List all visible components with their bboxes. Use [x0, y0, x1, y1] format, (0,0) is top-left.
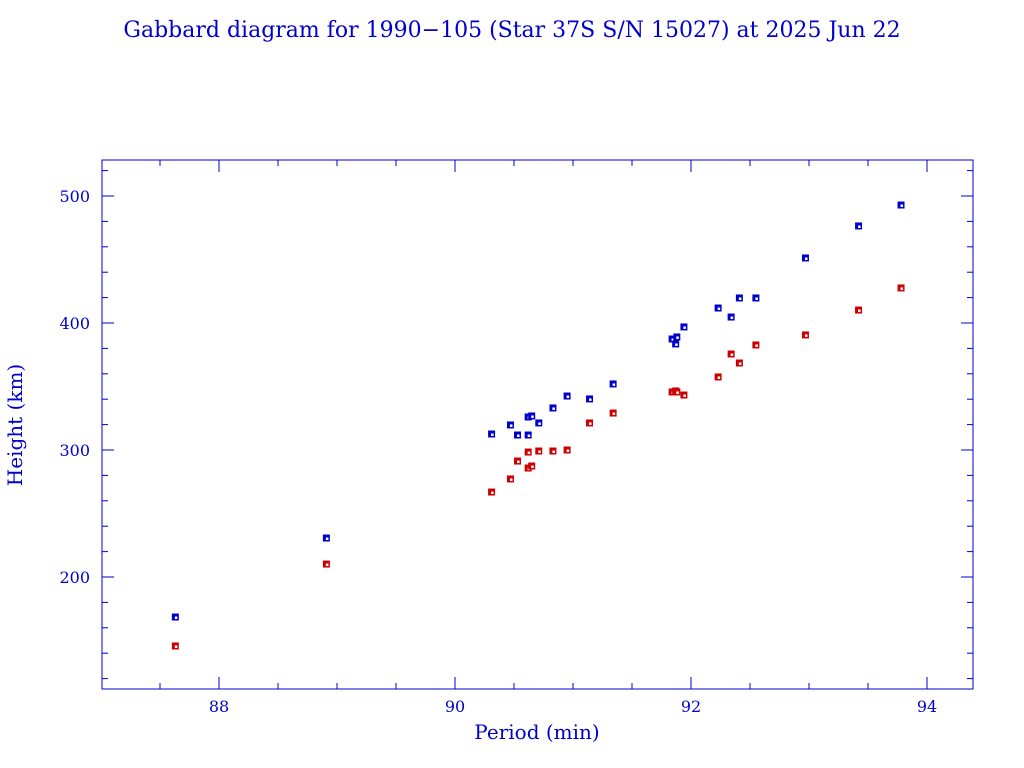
- apogee-point: [735, 294, 743, 302]
- x-tick-label: 90: [445, 697, 465, 716]
- perigee-point: [727, 350, 735, 358]
- perigee-point: [171, 642, 179, 650]
- apogee-point: [528, 412, 536, 420]
- apogee-point: [322, 534, 330, 542]
- x-tick-label: 92: [681, 697, 701, 716]
- apogee-point: [506, 421, 514, 429]
- apogee-point: [680, 323, 688, 331]
- perigee-point: [563, 446, 571, 454]
- apogee-point: [801, 254, 809, 262]
- perigee-point: [855, 306, 863, 314]
- apogee-point: [563, 392, 571, 400]
- perigee-point: [528, 462, 536, 470]
- apogee-point: [535, 419, 543, 427]
- perigee-point: [673, 388, 681, 396]
- chart-title: Gabbard diagram for 1990−105 (Star 37S S…: [123, 18, 900, 43]
- apogee-point: [668, 335, 676, 343]
- y-tick-label: 400: [59, 314, 90, 333]
- perigee-point: [735, 359, 743, 367]
- perigee-point: [897, 284, 905, 292]
- apogee-point: [673, 333, 681, 341]
- apogee-point: [549, 404, 557, 412]
- perigee-point: [514, 457, 522, 465]
- perigee-point: [801, 331, 809, 339]
- y-axis-label: Height (km): [3, 364, 27, 486]
- apogee-point: [714, 304, 722, 312]
- y-tick-label: 300: [59, 441, 90, 460]
- perigee-point: [609, 409, 617, 417]
- apogee-point: [855, 222, 863, 230]
- apogee-point: [488, 430, 496, 438]
- apogee-point: [672, 340, 680, 348]
- perigee-point: [535, 447, 543, 455]
- apogee-point: [524, 431, 532, 439]
- axis-ticks: [102, 160, 973, 689]
- apogee-point: [171, 613, 179, 621]
- perigee-point: [714, 373, 722, 381]
- perigee-point: [586, 419, 594, 427]
- perigee-point: [524, 448, 532, 456]
- perigee-point: [488, 488, 496, 496]
- apogee-point: [609, 380, 617, 388]
- perigee-point: [322, 560, 330, 568]
- apogee-point: [752, 294, 760, 302]
- y-tick-labels: 200 300 400 500: [59, 187, 90, 587]
- y-tick-label: 200: [59, 568, 90, 587]
- x-tick-label: 94: [917, 697, 937, 716]
- perigee-point: [506, 475, 514, 483]
- apogee-point: [897, 201, 905, 209]
- apogee-point: [586, 395, 594, 403]
- perigee-point: [752, 341, 760, 349]
- data-points: [171, 201, 905, 650]
- x-tick-labels: 88 90 92 94: [209, 697, 937, 716]
- y-tick-label: 500: [59, 187, 90, 206]
- perigee-point: [549, 447, 557, 455]
- x-axis-label: Period (min): [474, 720, 599, 744]
- x-tick-label: 88: [209, 697, 229, 716]
- apogee-point: [727, 313, 735, 321]
- perigee-point: [680, 391, 688, 399]
- apogee-point: [514, 431, 522, 439]
